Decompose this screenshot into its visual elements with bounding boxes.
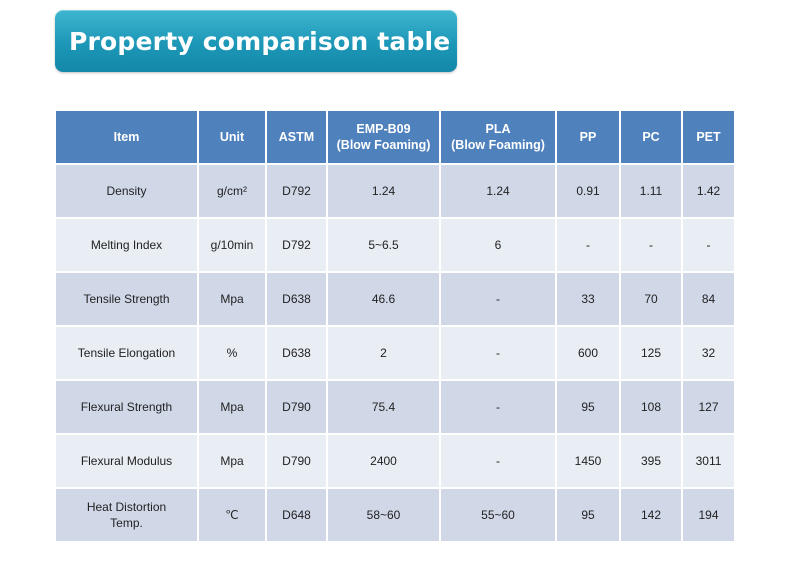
header-pp: PP	[555, 109, 621, 165]
table-row: Heat Distortion Temp. ℃ D648 58~60 55~60…	[54, 487, 736, 543]
cell-pet: 194	[681, 487, 736, 543]
cell-pp: 0.91	[555, 163, 621, 219]
cell-pet: 127	[681, 379, 736, 435]
cell-item-line2: Temp.	[110, 516, 143, 530]
cell-pla: -	[439, 433, 557, 489]
cell-unit: Mpa	[197, 433, 267, 489]
cell-pc: 108	[619, 379, 683, 435]
cell-pp: -	[555, 217, 621, 273]
cell-astm: D648	[265, 487, 328, 543]
table-header-row: Item Unit ASTM EMP-B09 (Blow Foaming) PL…	[54, 109, 736, 165]
cell-pet: 1.42	[681, 163, 736, 219]
table-row: Tensile Strength Mpa D638 46.6 - 33 70 8…	[54, 271, 736, 327]
cell-unit: ℃	[197, 487, 267, 543]
cell-pla: -	[439, 325, 557, 381]
table-row: Flexural Strength Mpa D790 75.4 - 95 108…	[54, 379, 736, 435]
cell-item-line1: Heat Distortion	[86, 500, 167, 514]
cell-unit: g/10min	[197, 217, 267, 273]
cell-astm: D790	[265, 379, 328, 435]
cell-pla: 55~60	[439, 487, 557, 543]
header-pla: PLA (Blow Foaming)	[439, 109, 557, 165]
cell-pc: 70	[619, 271, 683, 327]
title-banner: Property comparison table	[55, 10, 457, 72]
cell-pla: -	[439, 271, 557, 327]
cell-astm: D792	[265, 217, 328, 273]
header-astm: ASTM	[265, 109, 328, 165]
cell-item: Density	[54, 163, 199, 219]
cell-item: Tensile Elongation	[54, 325, 199, 381]
header-emp-b09: EMP-B09 (Blow Foaming)	[326, 109, 441, 165]
cell-astm: D790	[265, 433, 328, 489]
cell-pp: 600	[555, 325, 621, 381]
table-row: Tensile Elongation % D638 2 - 600 125 32	[54, 325, 736, 381]
cell-pc: 395	[619, 433, 683, 489]
page-title: Property comparison table	[69, 26, 451, 56]
cell-astm: D638	[265, 325, 328, 381]
cell-emp: 46.6	[326, 271, 441, 327]
header-pc: PC	[619, 109, 683, 165]
cell-unit: g/cm²	[197, 163, 267, 219]
cell-pet: 32	[681, 325, 736, 381]
cell-item: Melting Index	[54, 217, 199, 273]
cell-pla: 1.24	[439, 163, 557, 219]
header-unit: Unit	[197, 109, 267, 165]
cell-pp: 95	[555, 487, 621, 543]
table-row: Flexural Modulus Mpa D790 2400 - 1450 39…	[54, 433, 736, 489]
cell-emp: 5~6.5	[326, 217, 441, 273]
cell-unit: Mpa	[197, 271, 267, 327]
cell-pc: 1.11	[619, 163, 683, 219]
cell-pp: 33	[555, 271, 621, 327]
cell-pet: 84	[681, 271, 736, 327]
cell-pet: -	[681, 217, 736, 273]
cell-pc: -	[619, 217, 683, 273]
cell-item: Flexural Strength	[54, 379, 199, 435]
cell-astm: D792	[265, 163, 328, 219]
header-item: Item	[54, 109, 199, 165]
cell-emp: 75.4	[326, 379, 441, 435]
cell-astm: D638	[265, 271, 328, 327]
cell-pc: 142	[619, 487, 683, 543]
cell-emp: 58~60	[326, 487, 441, 543]
header-pet: PET	[681, 109, 736, 165]
cell-unit: Mpa	[197, 379, 267, 435]
cell-item: Flexural Modulus	[54, 433, 199, 489]
cell-emp: 2400	[326, 433, 441, 489]
cell-pp: 95	[555, 379, 621, 435]
cell-pp: 1450	[555, 433, 621, 489]
property-comparison-table: Item Unit ASTM EMP-B09 (Blow Foaming) PL…	[54, 109, 736, 543]
cell-pla: -	[439, 379, 557, 435]
table-row: Density g/cm² D792 1.24 1.24 0.91 1.11 1…	[54, 163, 736, 219]
cell-pla: 6	[439, 217, 557, 273]
cell-item: Heat Distortion Temp.	[54, 487, 199, 543]
cell-pet: 3011	[681, 433, 736, 489]
cell-emp: 2	[326, 325, 441, 381]
cell-item: Tensile Strength	[54, 271, 199, 327]
cell-unit: %	[197, 325, 267, 381]
table-row: Melting Index g/10min D792 5~6.5 6 - - -	[54, 217, 736, 273]
cell-emp: 1.24	[326, 163, 441, 219]
cell-pc: 125	[619, 325, 683, 381]
